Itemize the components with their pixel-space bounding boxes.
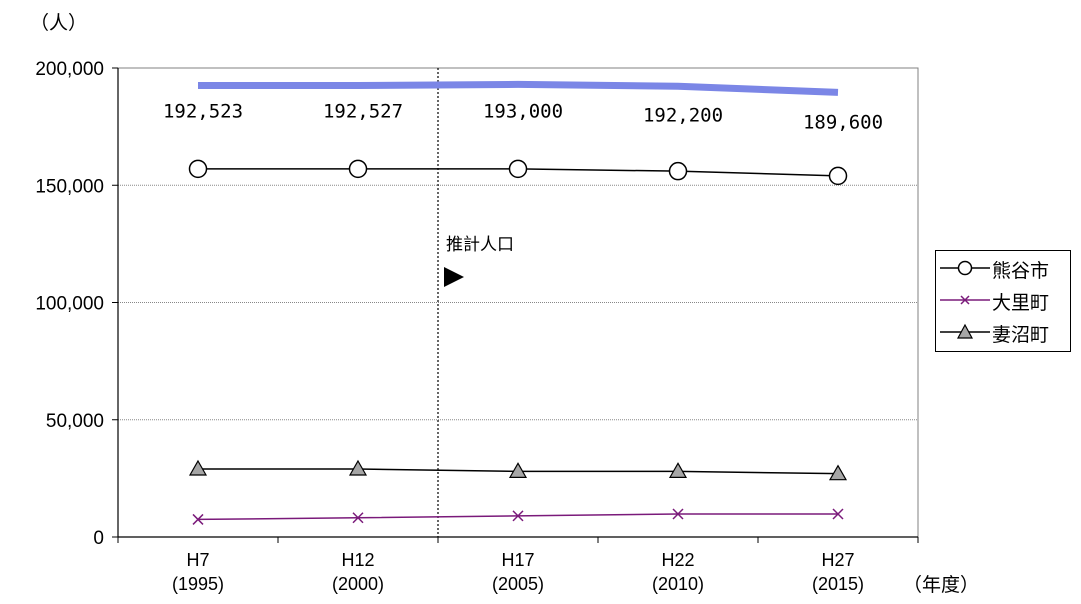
total-population-line <box>197 80 839 96</box>
legend-label: 熊谷市 <box>992 260 1050 282</box>
legend-marker-x-icon <box>940 295 990 305</box>
legend: 熊谷市 大里町 妻沼町 <box>935 250 1071 352</box>
data-point-x <box>352 512 364 524</box>
data-point-triangle <box>668 462 688 478</box>
x-tick-year-label: (2015) <box>812 574 864 594</box>
data-point-x <box>832 508 844 520</box>
series-0 <box>188 159 848 186</box>
total-data-label: 192,523 <box>163 101 243 123</box>
data-point-triangle <box>188 459 208 476</box>
data-point-circle <box>188 159 208 179</box>
legend-label: 大里町 <box>992 292 1050 314</box>
y-tick-label: 0 <box>93 528 104 549</box>
data-point-circle <box>348 159 368 179</box>
data-point-x <box>512 510 524 522</box>
x-tick-label: H27 <box>821 550 854 570</box>
total-data-label: 189,600 <box>803 111 883 133</box>
legend-label: 妻沼町 <box>992 324 1050 346</box>
y-tick-label: 100,000 <box>35 294 104 315</box>
x-tick-year-label: (2005) <box>492 574 544 594</box>
legend-item-kumagaya: 熊谷市 <box>936 253 1070 283</box>
x-tick-label: H22 <box>661 550 694 570</box>
x-tick-year-label: (2000) <box>332 574 384 594</box>
series-1 <box>192 508 844 525</box>
y-axis-unit: （人） <box>30 12 88 34</box>
labels-layer: 192,523 192,527 193,000 192,200 189,600 <box>163 100 883 133</box>
x-tick-label: H17 <box>501 550 534 570</box>
x-axis-unit: （年度） <box>903 574 980 596</box>
data-point-x <box>192 513 204 525</box>
x-tick-year-label: (2010) <box>652 574 704 594</box>
x-tick-label: H7 <box>186 550 209 570</box>
y-tick-label: 150,000 <box>35 176 104 197</box>
data-point-triangle <box>828 464 848 481</box>
data-point-circle <box>508 159 528 179</box>
data-point-circle <box>828 166 848 186</box>
series-layer <box>188 80 848 525</box>
x-tick-label: H12 <box>341 550 374 570</box>
data-point-triangle <box>348 459 368 476</box>
legend-item-osato: 大里町 <box>936 285 1070 315</box>
legend-marker-triangle-icon <box>940 323 990 339</box>
total-data-label: 192,200 <box>643 104 723 126</box>
estimate-divider-line: 推計人口 <box>437 68 514 537</box>
legend-item-menuma: 妻沼町 <box>936 317 1070 347</box>
total-data-label: 192,527 <box>323 101 403 123</box>
gridlines <box>118 184 918 421</box>
right-arrow-icon <box>444 267 464 287</box>
y-tick-label: 50,000 <box>46 411 104 432</box>
total-data-label: 193,000 <box>483 100 563 122</box>
data-point-triangle <box>508 462 528 478</box>
data-point-x <box>672 508 684 520</box>
axes: 0 50,000 100,000 150,000 200,000 H7 (1995) H12 (… <box>35 59 919 594</box>
data-point-circle <box>668 161 688 181</box>
x-tick-year-label: (1995) <box>172 574 224 594</box>
legend-marker-circle-icon <box>940 260 990 276</box>
annotation-label: 推計人口 <box>446 235 514 255</box>
series-2 <box>188 459 848 481</box>
y-tick-label: 200,000 <box>35 59 104 80</box>
